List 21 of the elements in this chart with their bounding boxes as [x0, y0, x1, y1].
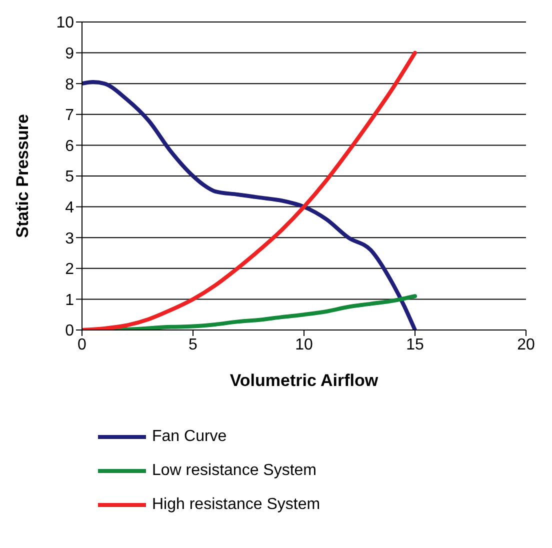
y-tick-label: 3 [65, 230, 74, 248]
y-tick-label: 0 [65, 322, 74, 340]
x-tick-label: 10 [295, 336, 313, 354]
y-tick-label: 4 [65, 199, 74, 216]
x-tick-label: 15 [406, 336, 424, 354]
y-tick-label: 9 [65, 45, 74, 62]
legend-label: Low resistance System [152, 461, 317, 481]
x-axis-title: Volumetric Airflow [230, 371, 379, 390]
y-tick-label: 1 [65, 292, 74, 309]
y-tick-label: 10 [56, 14, 74, 32]
y-tick-label: 5 [65, 168, 74, 186]
legend-label: Fan Curve [152, 427, 227, 447]
y-axis-title: Static Pressure [13, 114, 32, 238]
x-tick-label: 5 [188, 336, 198, 354]
x-tick-label: 0 [78, 336, 87, 354]
y-tick-label: 7 [65, 107, 74, 124]
y-tick-label: 6 [65, 138, 74, 155]
x-tick-label: 20 [517, 336, 535, 354]
y-tick-label: 2 [65, 261, 74, 278]
legend-label: High resistance System [152, 495, 320, 515]
y-tick-label: 8 [65, 76, 74, 94]
